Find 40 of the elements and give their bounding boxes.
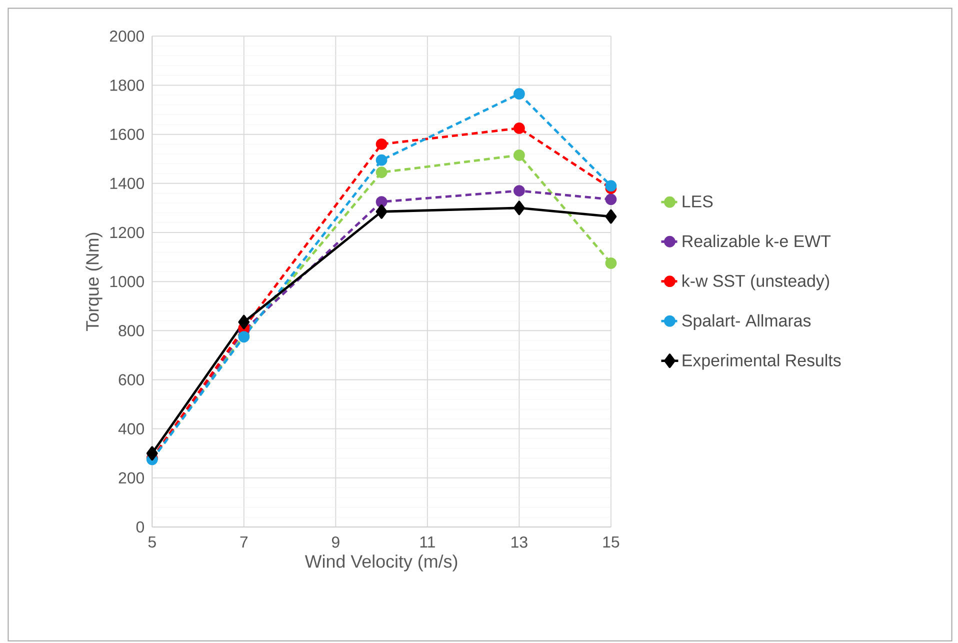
point: [376, 204, 388, 219]
point: [513, 122, 525, 134]
y-tick-label: 2000: [110, 30, 144, 42]
legend-label: LES: [682, 195, 713, 208]
y-tick-label: 0: [136, 521, 144, 533]
point: [376, 166, 388, 178]
x-tick-label: 15: [603, 536, 620, 548]
legend-label: Realizable k-e EWT: [682, 234, 831, 248]
y-tick-label: 1400: [110, 178, 144, 189]
x-tick-label: 7: [240, 536, 248, 548]
legend-label: k-w SST (unsteady): [682, 274, 829, 290]
y-tick-label: 400: [118, 423, 144, 434]
point: [513, 88, 525, 100]
y-tick-label: 200: [118, 472, 144, 484]
point: [605, 194, 617, 205]
point: [238, 314, 250, 330]
legend-label: Experimental Results: [682, 354, 841, 370]
y-tick-label: 800: [118, 324, 144, 336]
point: [376, 138, 388, 150]
y-tick-label: 1800: [110, 80, 144, 91]
y-tick-label: 600: [118, 374, 144, 386]
point: [376, 196, 388, 208]
legend-label: Spalart- Allmaras: [682, 314, 811, 330]
point: [605, 257, 617, 269]
x-tick-label: 13: [512, 536, 528, 548]
x-axis-title: Wind Velocity (m/s): [304, 554, 458, 572]
point: [605, 209, 617, 224]
x-tick-label: 9: [332, 536, 340, 548]
point: [376, 154, 388, 166]
point: [513, 185, 525, 196]
x-tick-label: 5: [148, 536, 156, 548]
point: [513, 200, 525, 216]
x-tick-label: 11: [420, 536, 435, 548]
y-tick-label: 1600: [110, 128, 144, 140]
point: [513, 149, 525, 161]
point: [146, 446, 158, 460]
point: [605, 180, 617, 192]
y-tick-label: 1000: [110, 276, 144, 288]
y-axis-title: Torque (Nm): [86, 232, 102, 331]
y-tick-label: 1200: [110, 226, 144, 238]
